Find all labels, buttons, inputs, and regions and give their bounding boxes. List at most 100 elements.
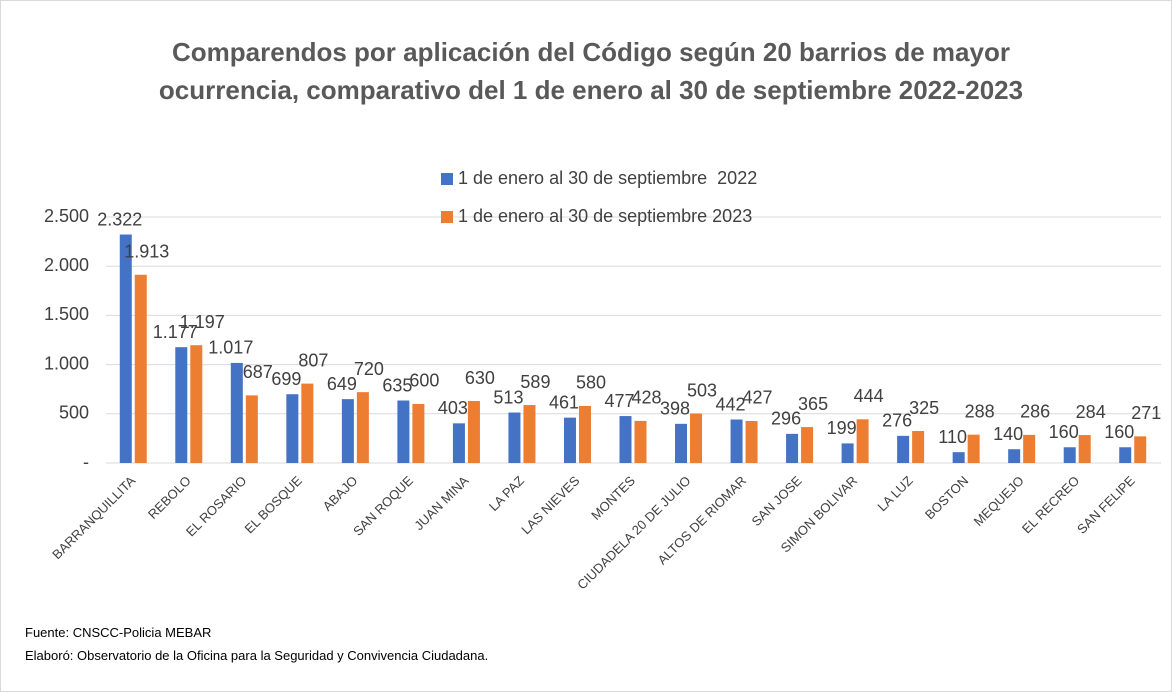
data-label: 160 xyxy=(1104,422,1134,442)
data-label: 513 xyxy=(493,387,523,407)
x-tick-label: SAN ROQUE xyxy=(350,473,416,539)
data-label: 720 xyxy=(354,359,384,379)
bar xyxy=(175,347,188,463)
bar xyxy=(1008,449,1021,463)
data-label: 589 xyxy=(520,372,550,392)
x-tick-label: LAS NIEVES xyxy=(518,473,582,537)
bar xyxy=(467,401,480,463)
bar xyxy=(730,419,743,463)
data-label: 649 xyxy=(327,374,357,394)
bar xyxy=(412,403,425,463)
bar xyxy=(967,434,980,463)
x-tick-label: CIUDADELA 20 DE JULIO xyxy=(574,473,693,592)
data-label: 1.017 xyxy=(208,338,253,358)
data-label: 1.177 xyxy=(153,322,198,342)
bar xyxy=(341,399,354,463)
y-tick-label: 1.500 xyxy=(44,304,89,324)
x-tick-label: LA LUZ xyxy=(874,473,915,514)
bar xyxy=(634,420,647,463)
bar xyxy=(952,452,965,463)
data-label: 325 xyxy=(909,398,939,418)
bar xyxy=(301,383,314,463)
data-label: 687 xyxy=(243,362,273,382)
bar xyxy=(619,416,632,463)
bar xyxy=(786,433,799,463)
y-tick-label: 500 xyxy=(59,403,89,423)
bar xyxy=(1119,447,1132,463)
bar xyxy=(745,420,758,463)
x-tick-label: MONTES xyxy=(588,473,638,523)
data-label: 600 xyxy=(409,371,439,391)
data-label: 635 xyxy=(382,375,412,395)
data-label: 199 xyxy=(827,418,857,438)
bar xyxy=(1023,434,1036,463)
data-label: 427 xyxy=(743,388,773,408)
data-label: 580 xyxy=(576,373,606,393)
y-tick-label: 2.000 xyxy=(44,255,89,275)
bar xyxy=(801,427,814,463)
x-tick-label: BOSTON xyxy=(922,473,971,522)
data-label: 807 xyxy=(298,350,328,370)
bar xyxy=(856,419,869,463)
data-label: 630 xyxy=(465,368,495,388)
x-tick-label: EL BOSQUE xyxy=(241,473,305,537)
chart-title: Comparendos por aplicación del Código se… xyxy=(158,37,1024,105)
data-label: 1.197 xyxy=(180,312,225,332)
bar xyxy=(523,405,536,463)
x-tick-label: JUAN MINA xyxy=(411,473,471,533)
data-label: 461 xyxy=(549,392,579,412)
bar xyxy=(841,443,854,463)
data-label: 2.322 xyxy=(97,209,142,229)
data-label: 276 xyxy=(882,411,912,431)
bar xyxy=(190,345,203,463)
data-label: 444 xyxy=(854,386,884,406)
data-label: 284 xyxy=(1076,402,1106,422)
data-label: 286 xyxy=(1020,402,1050,422)
data-label: 288 xyxy=(965,401,995,421)
legend-swatch xyxy=(441,211,453,223)
x-tick-label: ABAJO xyxy=(320,473,361,514)
x-tick-label: BARRANQUILLITA xyxy=(49,473,138,562)
x-tick-label: MEQUEJO xyxy=(971,473,1027,529)
author-note: Elaboró: Observatorio de la Oficina para… xyxy=(25,648,489,663)
data-label: 477 xyxy=(604,391,634,411)
y-tick-label: 2.500 xyxy=(44,206,89,226)
legend-swatch xyxy=(441,173,453,185)
legend-label: 1 de enero al 30 de septiembre 2023 xyxy=(458,206,752,226)
bar xyxy=(1078,435,1091,463)
bar xyxy=(230,362,243,463)
data-label: 365 xyxy=(798,394,828,414)
bar xyxy=(675,423,688,463)
y-tick-label: 1.000 xyxy=(44,353,89,373)
x-tick-label: REBOLO xyxy=(145,473,194,522)
data-label: 503 xyxy=(687,380,717,400)
x-tick-label: LA PAZ xyxy=(486,473,527,514)
bar xyxy=(452,423,465,463)
bar xyxy=(1063,447,1076,463)
bar xyxy=(286,394,299,463)
bar xyxy=(578,405,591,463)
data-label: 271 xyxy=(1131,403,1161,423)
data-label: 403 xyxy=(438,398,468,418)
data-label: 160 xyxy=(1049,422,1079,442)
data-label: 699 xyxy=(271,369,301,389)
data-label: 428 xyxy=(631,388,661,408)
data-label: 442 xyxy=(716,394,746,414)
data-label: 1.913 xyxy=(124,242,169,262)
bar xyxy=(508,412,521,463)
data-label: 296 xyxy=(771,409,801,429)
y-tick-label: - xyxy=(83,452,89,472)
bar xyxy=(1134,436,1147,463)
data-label: 398 xyxy=(660,399,690,419)
x-tick-label: EL RECREO xyxy=(1019,473,1082,536)
source-note: Fuente: CNSCC-Policia MEBAR xyxy=(25,625,212,640)
bar xyxy=(690,413,703,463)
bar xyxy=(912,431,925,463)
bar xyxy=(897,435,910,463)
x-tick-label: SAN FELIPE xyxy=(1074,473,1138,537)
x-tick-label: SAN JOSE xyxy=(749,473,805,529)
data-label: 110 xyxy=(938,427,967,447)
bar xyxy=(397,400,410,463)
